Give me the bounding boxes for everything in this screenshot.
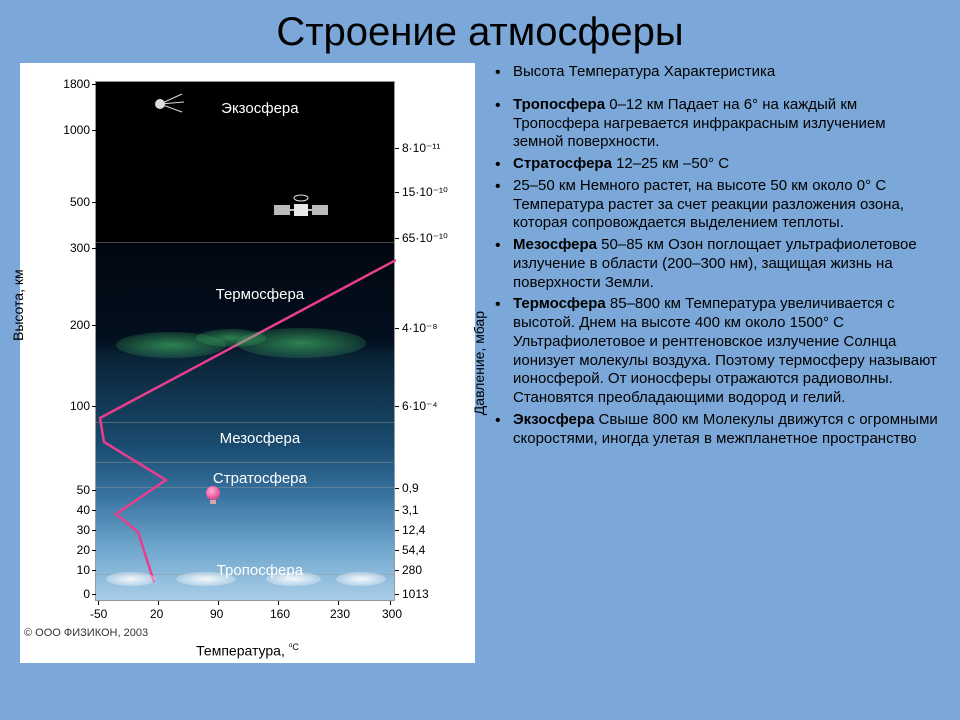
plot-area: ЭкзосфераТермосфераМезосфераСтратосфераТ… bbox=[95, 81, 395, 601]
bullet-item: Мезосфера 50–85 км Озон поглощает ультра… bbox=[491, 236, 940, 292]
x-tick: 230 bbox=[330, 607, 350, 621]
cloud-icon bbox=[266, 572, 321, 586]
y-axis-label: Высота, км bbox=[10, 269, 26, 341]
bullet-header: Высота Температура Характеристика bbox=[491, 63, 940, 82]
y2-tick: 12,4 bbox=[402, 523, 462, 537]
x-tick: 20 bbox=[150, 607, 163, 621]
y2-tick: 8·10⁻¹¹ bbox=[402, 141, 462, 155]
cloud-icon bbox=[176, 572, 236, 586]
y2-tick: 65·10⁻¹⁰ bbox=[402, 231, 462, 245]
page-title: Строение атмосферы bbox=[20, 10, 940, 55]
y2-axis-label: Давление, мбар bbox=[471, 311, 487, 415]
y-tick: 200 bbox=[50, 318, 90, 332]
y2-tick: 3,1 bbox=[402, 503, 462, 517]
bullet-item: Термосфера 85–800 км Температура увеличи… bbox=[491, 295, 940, 408]
bullet-item: Тропосфера 0–12 км Падает на 6° на кажды… bbox=[491, 96, 940, 152]
balloon-icon bbox=[206, 486, 220, 504]
x-axis-label: Температура, ⁰С bbox=[196, 642, 299, 659]
y2-tick: 1013 bbox=[402, 587, 462, 601]
y-tick: 300 bbox=[50, 241, 90, 255]
y2-tick: 4·10⁻⁸ bbox=[402, 321, 462, 335]
sputnik-icon bbox=[146, 92, 186, 121]
x-tick: -50 bbox=[90, 607, 107, 621]
bullet-item: Стратосфера 12–25 км –50° С bbox=[491, 155, 940, 174]
cloud-icon bbox=[106, 572, 156, 586]
y-tick: 1800 bbox=[50, 77, 90, 91]
y-tick: 100 bbox=[50, 399, 90, 413]
bullets-panel: Высота Температура Характеристика Тропосф… bbox=[491, 63, 940, 663]
x-tick: 160 bbox=[270, 607, 290, 621]
atmosphere-diagram: ЭкзосфераТермосфераМезосфераСтратосфераТ… bbox=[20, 63, 475, 663]
content-row: ЭкзосфераТермосфераМезосфераСтратосфераТ… bbox=[20, 63, 940, 663]
y2-tick: 280 bbox=[402, 563, 462, 577]
y2-tick: 54,4 bbox=[402, 543, 462, 557]
bullet-item: Экзосфера Свыше 800 км Молекулы движутся… bbox=[491, 411, 940, 449]
y-tick: 10 bbox=[50, 563, 90, 577]
bullet-item: 25–50 км Немного растет, на высоте 50 км… bbox=[491, 177, 940, 233]
y-tick: 500 bbox=[50, 195, 90, 209]
satellite-icon bbox=[274, 192, 328, 233]
y2-tick: 0,9 bbox=[402, 481, 462, 495]
y-tick: 50 bbox=[50, 483, 90, 497]
y2-tick: 6·10⁻⁴ bbox=[402, 399, 462, 413]
y-tick: 30 bbox=[50, 523, 90, 537]
cloud-icon bbox=[336, 572, 386, 586]
y-tick: 20 bbox=[50, 543, 90, 557]
x-tick: 90 bbox=[210, 607, 223, 621]
y-tick: 0 bbox=[50, 587, 90, 601]
y2-tick: 15·10⁻¹⁰ bbox=[402, 185, 462, 199]
x-tick: 300 bbox=[382, 607, 402, 621]
copyright: © ООО ФИЗИКОН, 2003 bbox=[24, 627, 148, 639]
y-tick: 40 bbox=[50, 503, 90, 517]
y-tick: 1000 bbox=[50, 123, 90, 137]
